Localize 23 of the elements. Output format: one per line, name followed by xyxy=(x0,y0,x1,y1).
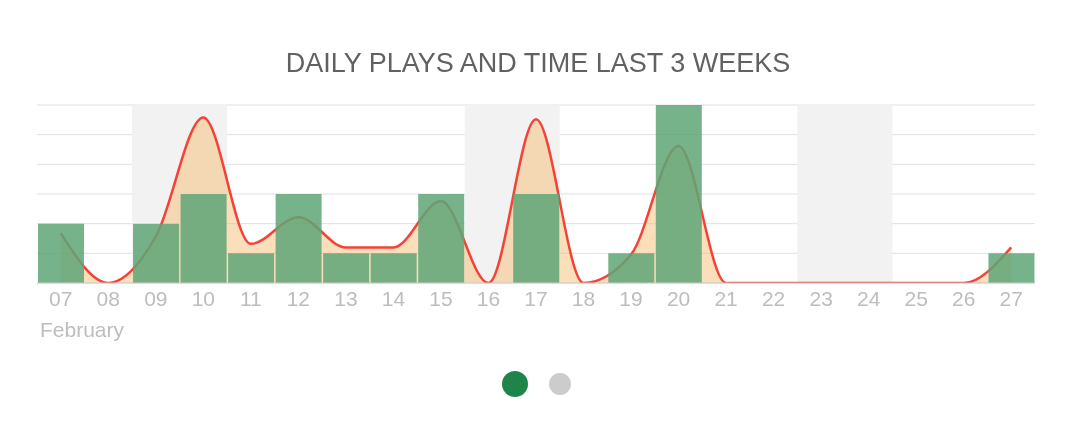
x-tick-label: 18 xyxy=(571,286,596,310)
x-tick-label: 21 xyxy=(714,286,738,310)
text: February xyxy=(40,318,125,342)
x-tick-label: 13 xyxy=(334,286,358,310)
x-tick-label: 14 xyxy=(381,286,406,310)
x-tick-label: 12 xyxy=(286,286,311,310)
x-tick-label: 22 xyxy=(761,286,786,310)
x-tick-label: 11 xyxy=(239,286,262,310)
x-tick-label: 27 xyxy=(999,286,1023,310)
x-tick-label: 23 xyxy=(809,286,833,310)
x-tick-label: 07 xyxy=(49,286,73,310)
x-tick-label: 09 xyxy=(144,286,168,310)
x-tick-label: 26 xyxy=(952,286,976,310)
x-tick-label: 16 xyxy=(476,286,501,310)
x-tick-label: 19 xyxy=(619,286,643,310)
x-tick-label: 24 xyxy=(856,286,881,310)
chart-title: DAILY PLAYS AND TIME LAST 3 WEEKS xyxy=(284,48,792,79)
x-tick-label: 15 xyxy=(429,286,453,310)
x-tick-label: 20 xyxy=(666,286,691,310)
x-tick-label: 08 xyxy=(96,286,120,310)
x-tick-label: 17 xyxy=(524,286,548,310)
x-tick-label: 10 xyxy=(191,286,216,310)
x-tick-label: 25 xyxy=(904,286,928,310)
